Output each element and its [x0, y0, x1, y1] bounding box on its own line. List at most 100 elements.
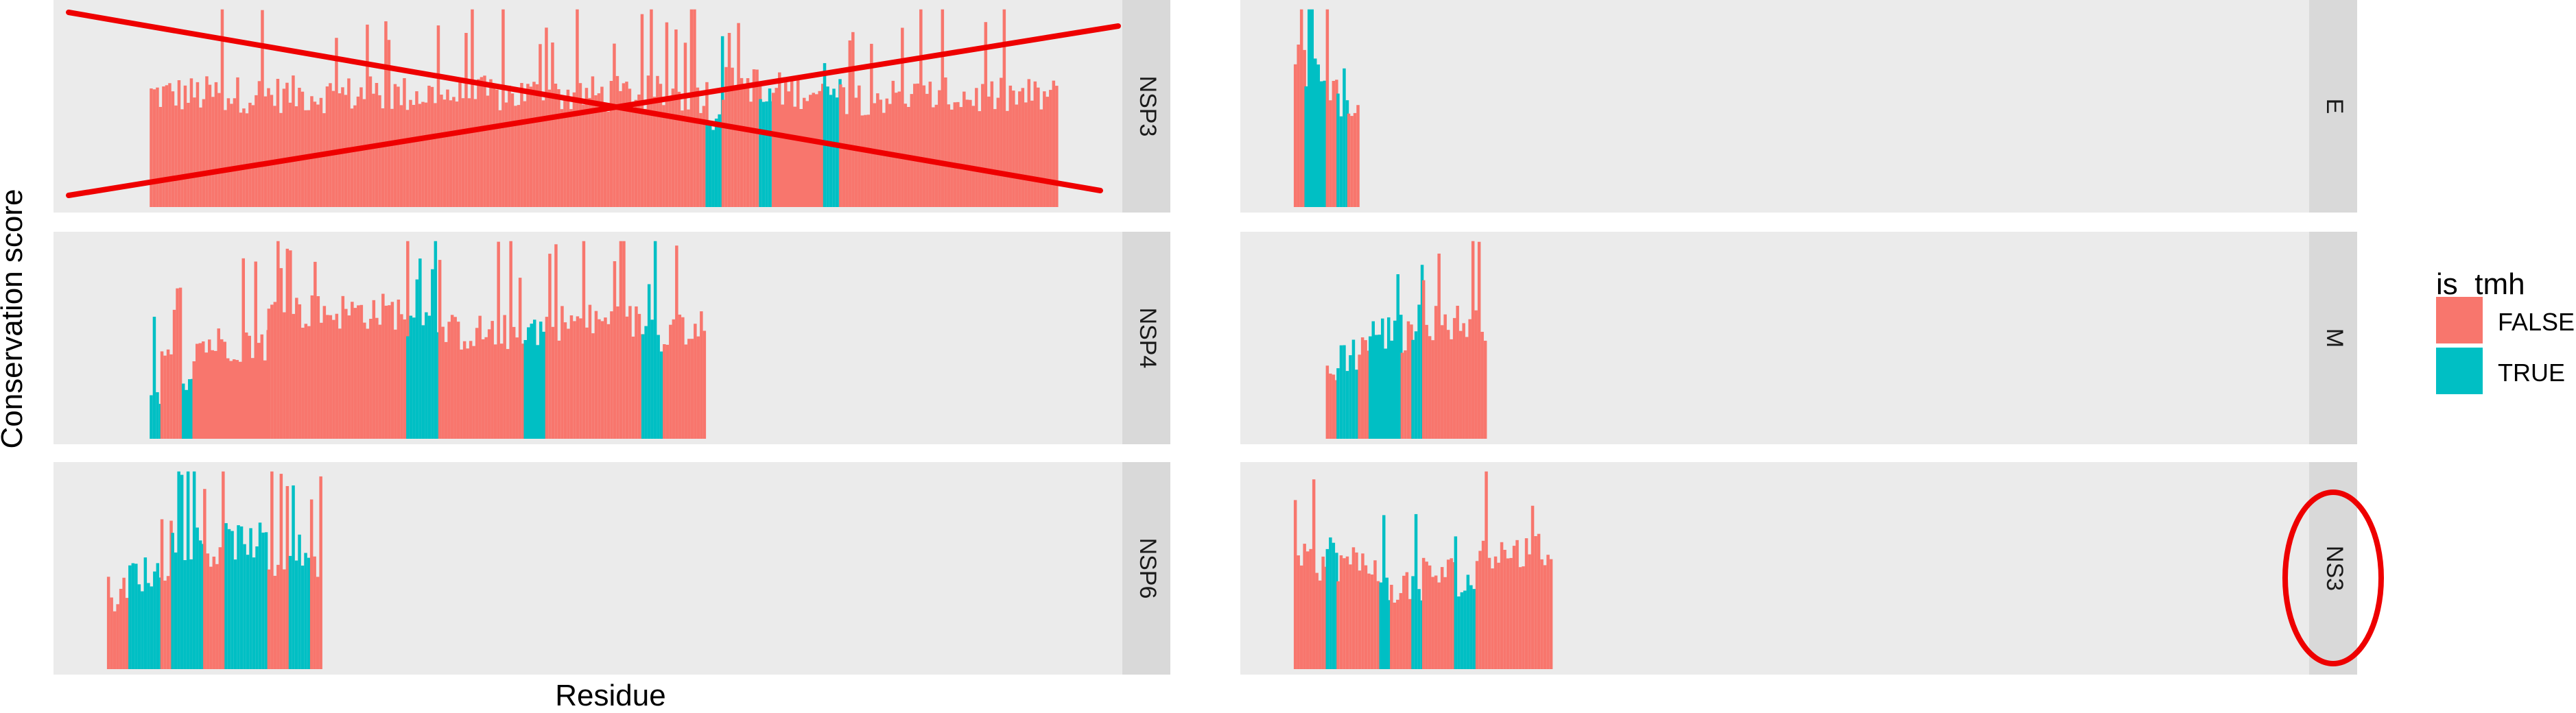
bar — [984, 22, 988, 207]
bar — [1437, 253, 1441, 439]
bar — [1369, 336, 1372, 439]
bar — [1349, 355, 1352, 439]
bar — [295, 298, 298, 439]
bar — [248, 102, 252, 207]
bar — [378, 95, 381, 207]
bar — [1450, 339, 1453, 439]
bar — [471, 9, 474, 207]
bar — [699, 112, 702, 207]
bar — [1468, 319, 1472, 439]
bar — [631, 337, 635, 439]
bar — [775, 88, 778, 207]
bar — [693, 9, 696, 207]
bar — [829, 95, 833, 207]
bar — [1440, 325, 1444, 439]
bar — [1408, 599, 1412, 669]
bar — [1481, 540, 1485, 669]
bar — [971, 106, 976, 207]
bar — [613, 261, 617, 439]
bar — [198, 540, 202, 669]
bar — [176, 288, 179, 439]
bar — [1309, 548, 1312, 669]
bar — [158, 107, 163, 207]
bar — [675, 245, 678, 439]
bar — [610, 311, 613, 439]
bar — [316, 296, 320, 439]
bar — [901, 27, 904, 207]
bar — [156, 563, 160, 669]
bar — [489, 79, 493, 207]
bar — [793, 106, 796, 207]
bar — [397, 86, 400, 208]
bar — [584, 88, 589, 207]
bar — [246, 555, 250, 669]
bar — [245, 113, 249, 207]
bar — [347, 315, 351, 439]
panel-background — [1240, 0, 2309, 213]
bar — [199, 107, 202, 207]
bar — [174, 552, 178, 669]
bar — [809, 95, 812, 207]
bar — [628, 88, 632, 207]
bar — [1471, 241, 1475, 439]
bar — [276, 564, 280, 669]
bar — [643, 108, 647, 207]
bar — [1297, 45, 1300, 207]
bar — [137, 584, 141, 669]
bar — [835, 97, 839, 207]
bar — [399, 105, 403, 207]
facet-strip — [2309, 232, 2357, 444]
bar — [215, 564, 219, 669]
bar — [761, 101, 766, 207]
bar — [366, 24, 369, 208]
bar — [606, 324, 611, 439]
bar — [845, 114, 849, 207]
bar — [895, 93, 898, 207]
bar — [1437, 582, 1441, 669]
bar — [1033, 81, 1037, 207]
bar — [412, 105, 416, 207]
bar — [202, 341, 205, 439]
bar — [447, 322, 451, 439]
bar — [267, 88, 270, 207]
bar — [427, 86, 431, 207]
bar — [1343, 558, 1346, 669]
bar — [1343, 345, 1346, 439]
bar — [919, 9, 923, 207]
bar — [815, 94, 818, 207]
bar — [1446, 330, 1450, 439]
bar — [427, 315, 432, 439]
bar — [1402, 575, 1406, 669]
bar — [329, 315, 333, 439]
bar — [257, 343, 261, 439]
cross-out-line — [66, 23, 1121, 198]
bar — [338, 328, 342, 439]
bar — [393, 84, 397, 207]
bar — [1293, 500, 1297, 669]
bar — [224, 110, 227, 207]
bar — [217, 328, 220, 439]
bar — [1043, 91, 1046, 207]
bar — [492, 83, 496, 208]
bar — [1310, 9, 1314, 207]
bar — [493, 344, 497, 439]
bar — [283, 569, 286, 669]
bar — [1308, 9, 1311, 207]
bar — [616, 306, 619, 439]
bar — [292, 75, 295, 207]
bar — [662, 105, 665, 207]
bar — [369, 319, 373, 439]
bar — [1343, 68, 1346, 207]
bar — [510, 93, 515, 207]
facet-strip-label: M — [2321, 328, 2348, 348]
bar — [292, 313, 296, 439]
bar — [233, 559, 237, 669]
bar — [547, 89, 552, 207]
bar — [397, 300, 401, 439]
bar — [484, 337, 488, 439]
y-axis-label: Conservation score — [0, 189, 29, 449]
bar — [518, 278, 522, 439]
bar — [700, 311, 703, 439]
bar — [177, 80, 181, 207]
bar — [177, 471, 180, 669]
